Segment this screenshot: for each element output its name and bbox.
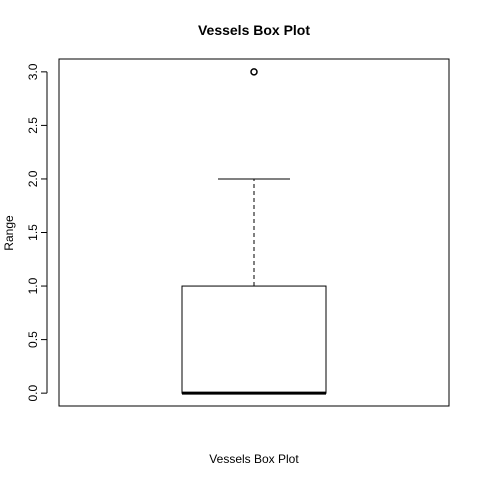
y-tick-label: 2.5: [26, 117, 40, 134]
chart-title: Vessels Box Plot: [198, 22, 310, 38]
y-axis-label: Range: [2, 215, 16, 251]
y-tick-label: 0.0: [26, 384, 40, 401]
box-group: [181, 68, 327, 395]
iqr-box: [181, 285, 327, 394]
y-tick-label: 1.0: [26, 277, 40, 294]
y-axis: 0.0 0.5 1.0 1.5 2.0 2.5 3.0: [26, 63, 48, 401]
plot-frame: [58, 58, 450, 407]
outlier-point: [250, 68, 258, 76]
y-tick-label: 2.0: [26, 170, 40, 187]
y-tick-label: 0.5: [26, 331, 40, 348]
x-axis-label: Vessels Box Plot: [209, 452, 299, 466]
y-tick-label: 1.5: [26, 224, 40, 241]
y-tick-label: 3.0: [26, 63, 40, 80]
